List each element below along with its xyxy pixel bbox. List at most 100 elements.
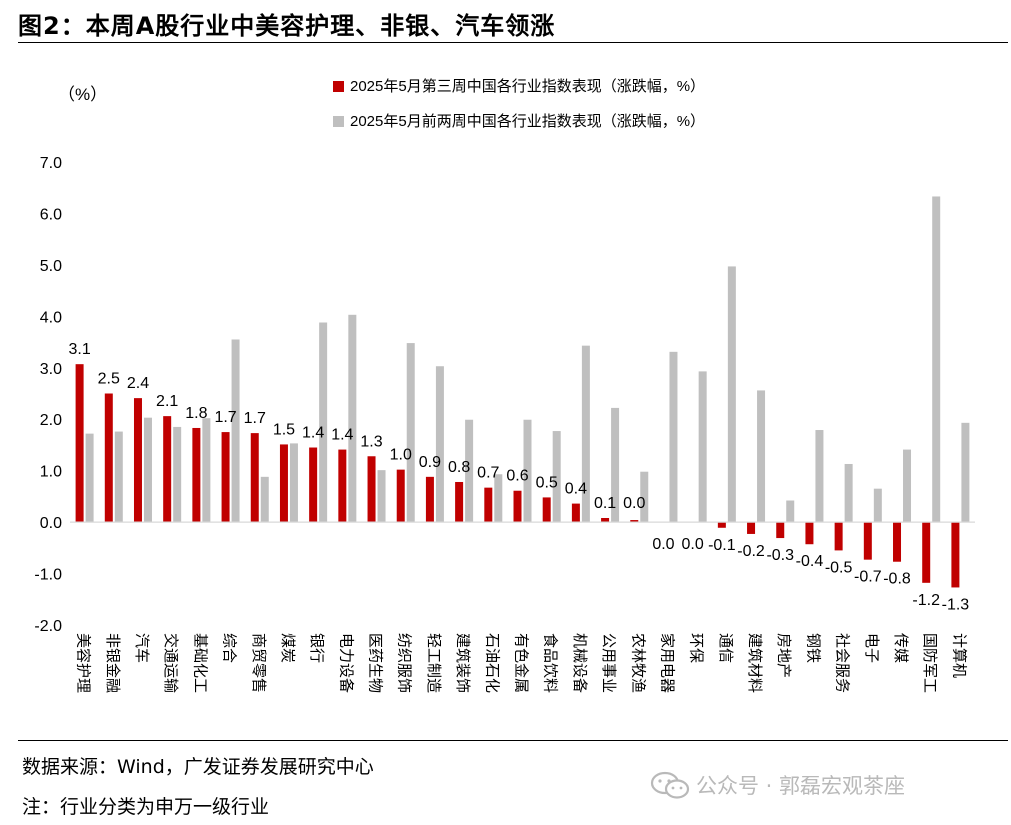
bar-prev-two-weeks <box>611 407 620 523</box>
bar-third-week <box>279 444 288 523</box>
bar-prev-two-weeks <box>581 345 590 523</box>
category-label: 医药生物 <box>367 633 384 693</box>
bar-prev-two-weeks <box>231 339 240 523</box>
data-label: -0.8 <box>883 571 911 588</box>
bar-third-week <box>630 520 639 523</box>
bar-third-week <box>221 432 230 523</box>
bar-prev-two-weeks <box>435 366 444 523</box>
bar-prev-two-weeks <box>552 431 561 523</box>
category-label: 电子 <box>863 633 880 663</box>
bar-prev-two-weeks <box>961 422 970 523</box>
data-label: -0.7 <box>854 569 882 586</box>
category-label: 家用电器 <box>658 633 675 693</box>
data-label: 0.0 <box>652 536 674 553</box>
category-label: 银行 <box>308 633 325 663</box>
bar-prev-two-weeks <box>406 343 415 523</box>
data-label: -0.2 <box>737 543 765 560</box>
data-label: 0.6 <box>506 468 528 485</box>
bar-third-week <box>104 393 113 523</box>
bar-third-week <box>922 522 931 583</box>
bar-prev-two-weeks <box>85 433 94 523</box>
bar-prev-two-weeks <box>815 430 824 523</box>
y-axis-unit: （%） <box>58 85 107 104</box>
category-label: 建筑材料 <box>746 633 763 693</box>
bar-third-week <box>951 522 960 588</box>
bar-third-week <box>863 522 872 560</box>
bar-prev-two-weeks <box>873 488 882 523</box>
y-tick-label: -1.0 <box>34 567 62 584</box>
legend-label: 2025年5月前两周中国各行业指数表现（涨跌幅，%） <box>350 113 705 130</box>
data-label: 0.5 <box>536 474 558 491</box>
data-label: 0.0 <box>682 536 704 553</box>
y-tick-label: 7.0 <box>40 155 62 172</box>
category-label: 房地产 <box>775 633 792 678</box>
bar-third-week <box>776 522 785 539</box>
bar-third-week <box>75 364 84 523</box>
y-tick-label: 1.0 <box>40 464 62 481</box>
category-label: 传媒 <box>892 633 909 663</box>
data-label: -0.5 <box>825 559 853 576</box>
bar-third-week <box>747 522 756 534</box>
bar-prev-two-weeks <box>903 449 912 523</box>
category-label: 公用事业 <box>600 633 617 693</box>
category-label: 基础化工 <box>191 633 208 693</box>
data-label: -0.3 <box>766 547 794 564</box>
data-label: 1.4 <box>302 425 324 442</box>
data-label: 3.1 <box>68 341 90 358</box>
bar-third-week <box>133 398 142 523</box>
bar-prev-two-weeks <box>698 371 707 523</box>
wechat-icon <box>650 771 690 799</box>
bar-prev-two-weeks <box>289 443 298 523</box>
bar-prev-two-weeks <box>727 266 736 523</box>
data-label: 1.8 <box>185 405 207 422</box>
data-label: 2.4 <box>127 375 149 392</box>
bar-third-week <box>192 427 201 523</box>
bar-prev-two-weeks <box>757 390 766 523</box>
bar-prev-two-weeks <box>523 419 532 523</box>
bar-third-week <box>834 522 843 551</box>
data-label: -0.1 <box>708 537 736 554</box>
data-label: 2.5 <box>98 371 120 388</box>
data-label: -0.4 <box>796 553 824 570</box>
category-label: 轻工制造 <box>425 633 442 693</box>
bar-prev-two-weeks <box>143 417 152 523</box>
category-label: 交通运输 <box>162 633 180 693</box>
bar-third-week <box>717 522 726 528</box>
data-label: 1.5 <box>273 421 295 438</box>
footer-rule <box>18 740 1008 741</box>
y-tick-label: -2.0 <box>34 618 62 635</box>
legend-swatch <box>333 81 344 92</box>
bar-prev-two-weeks <box>173 426 182 523</box>
category-label: 社会服务 <box>834 633 851 693</box>
data-label: 1.7 <box>214 409 236 426</box>
category-label: 商贸零售 <box>250 633 267 693</box>
bar-third-week <box>805 522 814 545</box>
data-label: 0.0 <box>623 495 645 512</box>
category-label: 有色金属 <box>513 633 530 693</box>
category-label: 钢铁 <box>804 633 821 663</box>
y-tick-label: 3.0 <box>40 361 62 378</box>
bar-third-week <box>425 476 434 523</box>
y-tick-label: 6.0 <box>40 206 62 223</box>
watermark: 公众号 · 郭磊宏观茶座 <box>650 770 905 800</box>
bar-third-week <box>309 447 318 523</box>
category-label: 机械设备 <box>571 633 588 693</box>
category-label: 石油石化 <box>483 633 500 693</box>
category-label: 计算机 <box>950 633 968 678</box>
category-label: 农林牧渔 <box>629 633 646 693</box>
data-label: -1.3 <box>942 596 970 613</box>
bar-prev-two-weeks <box>114 431 123 523</box>
data-label: 1.0 <box>390 447 412 464</box>
bar-third-week <box>396 469 405 523</box>
bar-third-week <box>484 487 493 523</box>
bar-prev-two-weeks <box>348 314 357 523</box>
watermark-text: 公众号 · 郭磊宏观茶座 <box>696 774 906 798</box>
bar-prev-two-weeks <box>669 351 678 523</box>
category-label: 电力设备 <box>337 633 354 693</box>
y-tick-label: 4.0 <box>40 309 62 326</box>
bar-third-week <box>513 490 522 523</box>
category-label: 综合 <box>221 633 238 663</box>
bar-prev-two-weeks <box>319 322 328 523</box>
data-label: 2.1 <box>156 393 178 410</box>
title-rule <box>18 42 1008 43</box>
